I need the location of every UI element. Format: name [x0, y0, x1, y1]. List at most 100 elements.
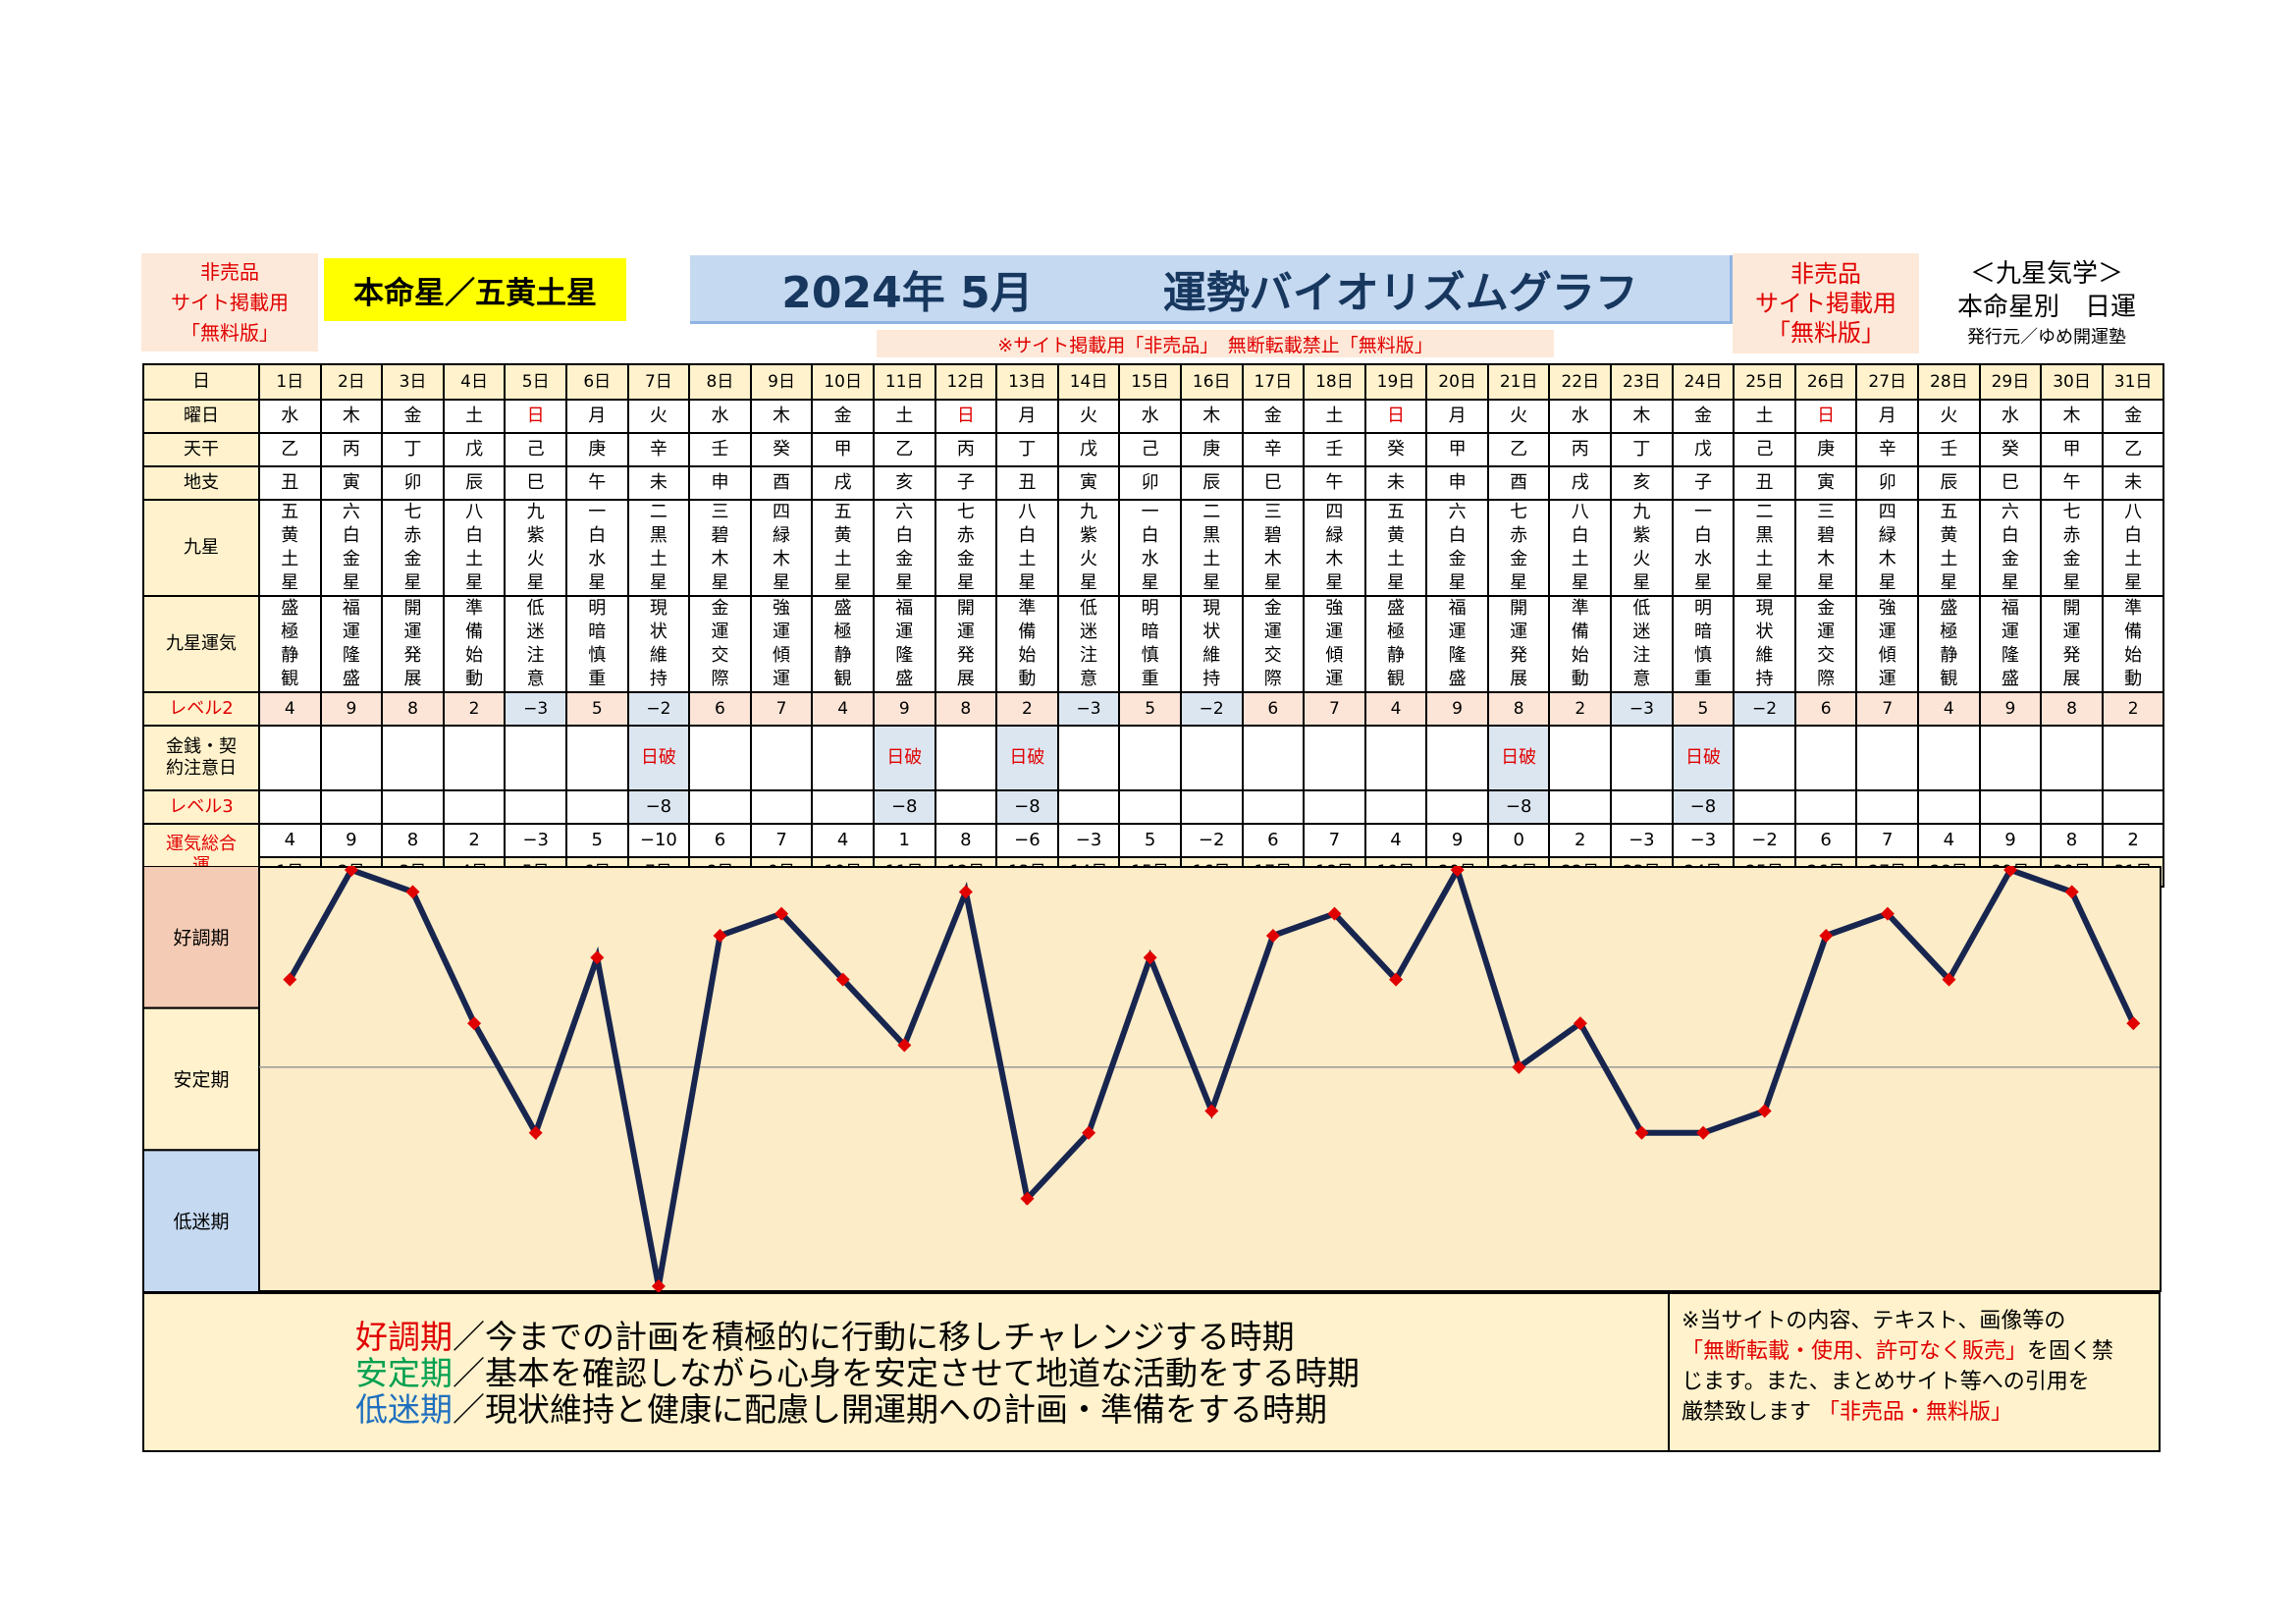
cell-level3	[1179, 789, 1244, 825]
cell-kyusei_unki: 盛極静観	[258, 595, 322, 693]
cell-money	[504, 725, 567, 791]
cell-level2: 2	[442, 691, 507, 727]
cell-day: 16日	[1179, 363, 1244, 401]
cell-money	[1917, 725, 1981, 791]
cell-weekday: 日	[504, 399, 567, 434]
cell-kyusei: 三碧木星	[1241, 499, 1306, 597]
cell-kyusei_unki: 福運隆盛	[319, 595, 384, 693]
cell-level2: 9	[319, 691, 384, 727]
cell-total: −6	[995, 823, 1059, 858]
cell-kyusei_unki: 福運隆盛	[1978, 595, 2043, 693]
cell-level2: 6	[688, 691, 752, 727]
cell-money	[1855, 725, 1920, 791]
cell-level2: 4	[1363, 691, 1428, 727]
cell-level3	[1548, 789, 1613, 825]
cell-chishi: 辰	[442, 465, 507, 501]
cell-total: 6	[1793, 823, 1858, 858]
cell-level3: −8	[626, 789, 691, 825]
cell-kyusei: 三碧木星	[1793, 499, 1858, 597]
cell-level2: 9	[1978, 691, 2043, 727]
cell-chishi: 寅	[1793, 465, 1858, 501]
cell-day: 27日	[1855, 363, 1920, 401]
band-label: 低迷期	[173, 1212, 229, 1233]
row-tenkan: 天干乙丙丁戊己庚辛壬癸甲乙丙丁戊己庚辛壬癸甲乙丙丁戊己庚辛壬癸甲乙	[142, 432, 2165, 467]
cell-tenkan: 辛	[626, 432, 691, 467]
note-text: を固く禁	[2027, 1339, 2114, 1364]
cell-money	[319, 725, 384, 791]
cell-kyusei_unki: 明暗慎重	[564, 595, 629, 693]
row-label: 九星	[142, 499, 260, 597]
cell-day: 20日	[1425, 363, 1489, 401]
cell-chishi: 巳	[1978, 465, 2043, 501]
data-point	[1634, 1125, 1649, 1140]
cell-kyusei: 五黄土星	[811, 499, 875, 597]
data-point	[1757, 1104, 1772, 1118]
data-point	[1143, 950, 1157, 965]
cell-total: 2	[2101, 823, 2165, 858]
cell-day: 22日	[1548, 363, 1613, 401]
plot-area	[258, 866, 2162, 1292]
cell-total: −3	[504, 823, 567, 858]
cell-chishi: 戌	[811, 465, 875, 501]
row-label: レベル3	[142, 789, 260, 825]
cell-weekday: 火	[1486, 399, 1551, 434]
cell-money	[564, 725, 629, 791]
note-red: 「無断転載・使用、許可なく販売」	[1682, 1339, 2028, 1364]
cell-tenkan: 癸	[1978, 432, 2043, 467]
cell-day: 14日	[1056, 363, 1121, 401]
legend-good: 好調期／今までの計画を積極的に行動に移しチャレンジする時期	[355, 1318, 1295, 1357]
cell-weekday: 火	[626, 399, 691, 434]
row-chishi: 地支丑寅卯辰巳午未申酉戌亥子丑寅卯辰巳午未申酉戌亥子丑寅卯辰巳午未	[142, 465, 2165, 501]
data-point	[1327, 906, 1342, 921]
cell-money	[1363, 725, 1428, 791]
kyusei-header: ＜九星気学＞ 本命星別 日運 発行元／ゆめ開運塾	[1924, 253, 2169, 355]
cell-tenkan: 乙	[872, 432, 936, 467]
cell-day: 2日	[319, 363, 384, 401]
cell-kyusei: 六白金星	[1978, 499, 2043, 597]
cell-money	[1978, 725, 2043, 791]
cell-tenkan: 壬	[688, 432, 752, 467]
cell-chishi: 巳	[1241, 465, 1306, 501]
cell-weekday: 月	[1855, 399, 1920, 434]
data-point	[774, 906, 789, 921]
cell-kyusei: 六白金星	[1425, 499, 1489, 597]
legend: 好調期／今までの計画を積極的に行動に移しチャレンジする時期 安定期／基本を確認し…	[142, 1292, 1670, 1452]
cell-weekday: 木	[319, 399, 384, 434]
cell-level3	[934, 789, 998, 825]
cell-tenkan: 甲	[2040, 432, 2104, 467]
legend-low: 低迷期／現状維持と健康に配慮し開運期への計画・準備をする時期	[355, 1390, 1327, 1430]
cell-kyusei_unki: 盛極静観	[1363, 595, 1428, 693]
cell-level3	[1610, 789, 1674, 825]
cell-tenkan: 乙	[1486, 432, 1551, 467]
cell-level2: 7	[749, 691, 814, 727]
cell-level2: 2	[995, 691, 1059, 727]
cell-level2: 9	[1425, 691, 1489, 727]
cell-kyusei: 一白水星	[1118, 499, 1182, 597]
cell-kyusei: 八白土星	[2101, 499, 2165, 597]
cell-tenkan: 乙	[2101, 432, 2165, 467]
cell-money: 日破	[995, 725, 1059, 791]
cell-level2: 8	[934, 691, 998, 727]
cell-kyusei_unki: 開運発展	[2040, 595, 2104, 693]
cell-total: 9	[319, 823, 384, 858]
cell-money	[749, 725, 814, 791]
legend-text: ／今までの計画を積極的に行動に移しチャレンジする時期	[453, 1318, 1295, 1356]
cell-kyusei: 五黄土星	[1917, 499, 1981, 597]
cell-level2: 5	[1118, 691, 1182, 727]
publisher: 発行元／ゆめ開運塾	[1967, 327, 2126, 348]
cell-tenkan: 己	[1118, 432, 1182, 467]
cell-kyusei_unki: 強運傾運	[1855, 595, 1920, 693]
cell-chishi: 亥	[872, 465, 936, 501]
cell-chishi: 申	[1425, 465, 1489, 501]
cell-level3	[811, 789, 875, 825]
data-point	[1450, 866, 1465, 877]
legend-term: 好調期	[355, 1318, 453, 1356]
cell-kyusei_unki: 低迷注意	[1610, 595, 1674, 693]
cell-level3	[1056, 789, 1121, 825]
cell-day: 7日	[626, 363, 691, 401]
cell-tenkan: 己	[504, 432, 567, 467]
cell-kyusei_unki: 現状維持	[1179, 595, 1244, 693]
cell-tenkan: 丁	[381, 432, 445, 467]
cell-total: 4	[811, 823, 875, 858]
